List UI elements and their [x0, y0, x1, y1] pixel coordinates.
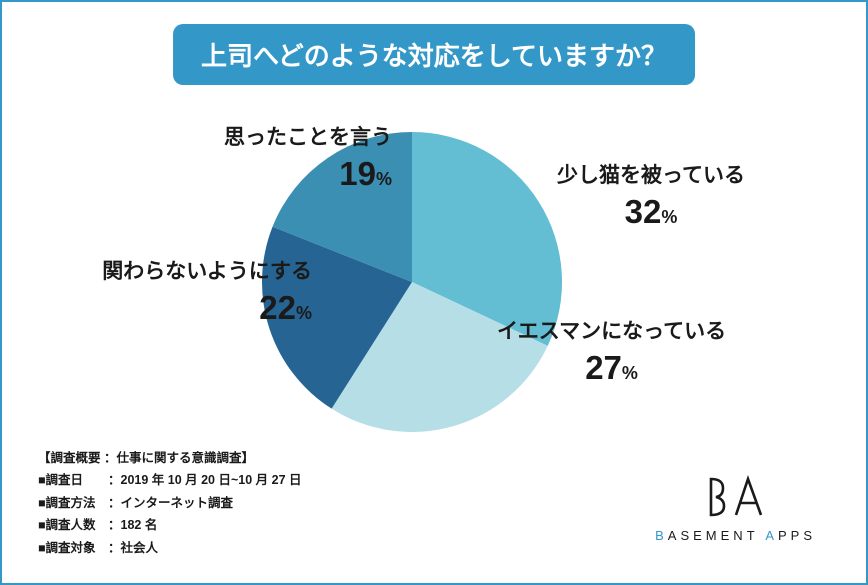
slice-label-pct: 27%	[497, 346, 726, 391]
survey-row: ■調査人数：182 名	[38, 514, 302, 537]
survey-key: ■調査対象	[38, 537, 108, 560]
slice-label-2: 関わらないようにする 22%	[92, 258, 312, 331]
logo-a: A	[765, 528, 778, 543]
logo-r1: ASEMENT	[668, 528, 759, 543]
logo-r2: PPS	[778, 528, 816, 543]
slice-label-3: 思ったことを言う 19%	[172, 124, 392, 197]
survey-val: ：182 名	[108, 518, 157, 532]
slice-label-text: 少し猫を被っている	[557, 164, 745, 187]
survey-key: ■調査日	[38, 469, 108, 492]
survey-key: ■調査方法	[38, 492, 108, 515]
survey-key: ■調査人数	[38, 514, 108, 537]
logo-mark	[706, 475, 766, 519]
survey-info: 【調査概要 ：仕事に関する意識調査】 ■調査日：2019 年 10 月 20 日…	[38, 447, 302, 560]
slice-label-pct: 22%	[92, 286, 312, 331]
survey-row: ■調査方法：インターネット調査	[38, 492, 302, 515]
logo: BASEMENT APPS	[655, 475, 816, 543]
logo-text: BASEMENT APPS	[655, 528, 816, 543]
slice-label-text: 思ったことを言う	[224, 126, 392, 149]
slice-label-pct: 19%	[172, 152, 392, 197]
survey-row: ■調査対象：社会人	[38, 537, 302, 560]
slice-label-text: イエスマンになっている	[497, 320, 726, 343]
logo-b: B	[655, 528, 668, 543]
survey-val: ：社会人	[108, 541, 158, 555]
title-text: 上司へどのような対応をしていますか？	[201, 41, 667, 71]
survey-row: ■調査日：2019 年 10 月 20 日~10 月 27 日	[38, 469, 302, 492]
title-bar: 上司へどのような対応をしていますか？	[173, 24, 695, 85]
slice-label-text: 関わらないようにする	[102, 260, 312, 283]
survey-val: ：インターネット調査	[108, 496, 233, 510]
slice-label-0: 少し猫を被っている 32%	[557, 162, 745, 235]
survey-header: 【調査概要 ：仕事に関する意識調査】	[38, 447, 302, 470]
survey-val: ：2019 年 10 月 20 日~10 月 27 日	[108, 473, 302, 487]
slice-label-1: イエスマンになっている 27%	[497, 318, 726, 391]
slice-label-pct: 32%	[557, 190, 745, 235]
